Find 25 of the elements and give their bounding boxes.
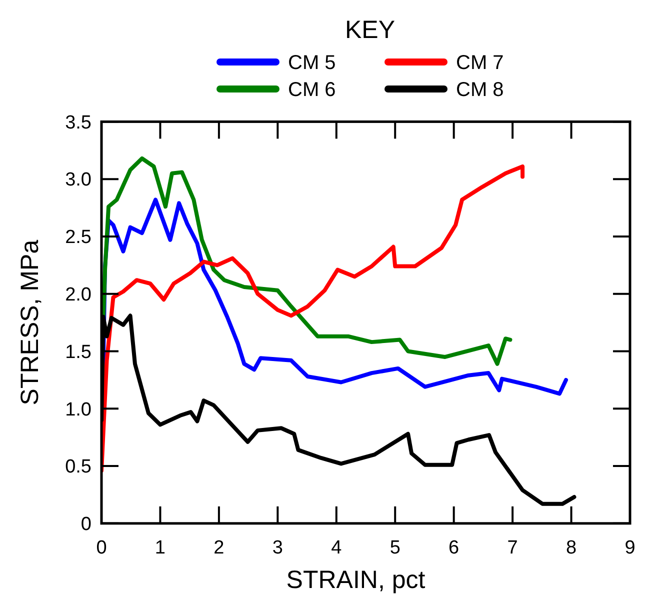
y-tick-label: 0 bbox=[80, 514, 92, 536]
y-tick-label: 3.0 bbox=[65, 170, 92, 191]
x-tick-label: 7 bbox=[507, 537, 518, 558]
legend-label: CM 8 bbox=[456, 79, 504, 101]
x-tick-label: 2 bbox=[214, 537, 224, 558]
y-tick-label: 3.5 bbox=[65, 112, 92, 134]
legend-title: KEY bbox=[344, 16, 396, 44]
y-tick-label: 2.5 bbox=[65, 227, 92, 248]
legend-label: CM 7 bbox=[456, 52, 504, 74]
x-tick-label: 3 bbox=[272, 537, 283, 558]
x-tick-label: 1 bbox=[154, 537, 166, 558]
legend-label: CM 6 bbox=[288, 79, 336, 101]
y-tick-label: 1.5 bbox=[65, 342, 92, 363]
y-tick-label: 2.0 bbox=[65, 284, 92, 306]
y-tick-label: 0.5 bbox=[65, 456, 92, 478]
legend-label: CM 5 bbox=[288, 52, 336, 74]
x-tick-label: 4 bbox=[331, 537, 342, 558]
y-tick-label: 1.0 bbox=[65, 399, 92, 420]
x-tick-label: 6 bbox=[448, 537, 460, 558]
x-tick-label: 0 bbox=[96, 537, 107, 558]
y-axis-title: STRESS, MPa bbox=[16, 240, 44, 406]
x-tick-label: 8 bbox=[566, 537, 577, 558]
x-tick-label: 9 bbox=[624, 537, 636, 558]
x-tick-label: 5 bbox=[390, 537, 400, 558]
x-axis-title: STRAIN, pct bbox=[286, 566, 426, 594]
